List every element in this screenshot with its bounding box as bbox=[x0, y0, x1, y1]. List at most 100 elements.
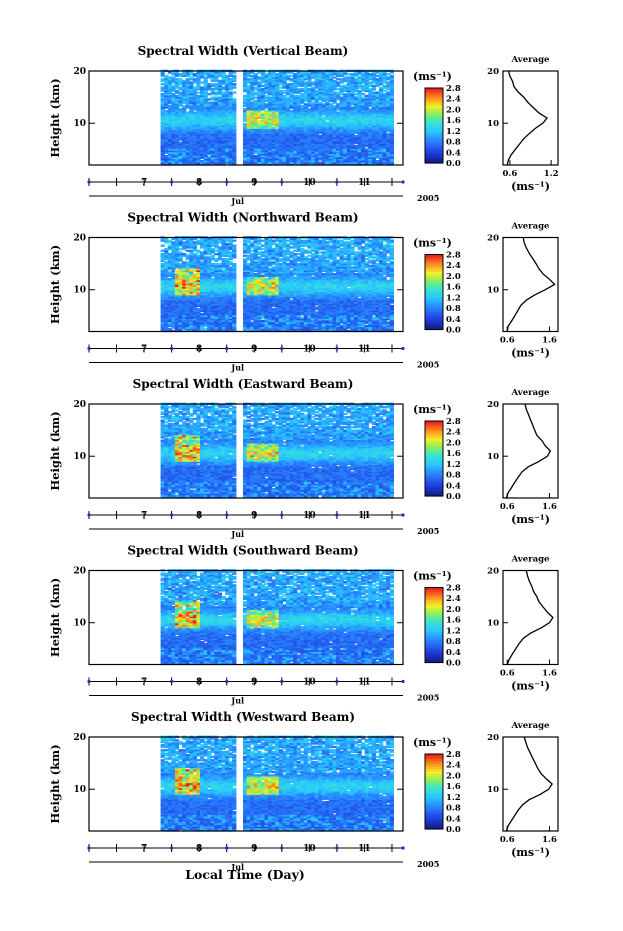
heatmap-cell bbox=[250, 151, 255, 154]
heatmap-cell bbox=[182, 94, 187, 98]
heatmap-cell bbox=[253, 103, 258, 106]
heatmap-cell bbox=[336, 148, 341, 151]
heatmap-cell bbox=[293, 134, 298, 138]
heatmap-cell bbox=[217, 81, 223, 84]
heatmap-cell bbox=[189, 123, 194, 126]
heatmap-cell bbox=[285, 146, 291, 149]
heatmap-cell bbox=[293, 84, 298, 88]
heatmap-cell bbox=[164, 96, 169, 99]
heatmap-cell bbox=[171, 144, 176, 148]
heatmap-cell bbox=[275, 134, 280, 138]
heatmap-cell bbox=[174, 116, 180, 119]
heatmap-cell bbox=[278, 144, 283, 148]
heatmap-cell bbox=[257, 146, 262, 149]
heatmap-cell bbox=[318, 86, 323, 89]
heatmap-cell bbox=[257, 84, 262, 88]
heatmap-cell bbox=[207, 73, 212, 76]
heatmap-cell bbox=[271, 146, 276, 149]
heatmap-cell bbox=[296, 116, 301, 119]
heatmap-cell bbox=[253, 148, 258, 151]
heatmap-cell bbox=[346, 73, 351, 76]
heatmap-cell bbox=[300, 106, 305, 109]
heatmap-cell bbox=[246, 160, 251, 163]
heatmap-cell bbox=[232, 98, 237, 101]
heatmap-cell bbox=[289, 94, 294, 98]
heatmap-cell bbox=[200, 71, 205, 74]
heatmap-cell bbox=[293, 131, 298, 134]
heatmap-cell bbox=[328, 129, 334, 133]
heatmap-cell bbox=[221, 141, 226, 144]
heatmap-cell bbox=[192, 150, 197, 153]
heatmap-cell bbox=[260, 73, 266, 76]
heatmap-cell bbox=[217, 150, 223, 153]
heatmap-cell bbox=[293, 106, 298, 109]
heatmap-cell bbox=[185, 136, 190, 139]
heatmap-cell bbox=[200, 106, 205, 109]
heatmap-cell bbox=[221, 146, 226, 149]
heatmap-cell bbox=[293, 104, 298, 108]
heatmap-cell bbox=[207, 136, 212, 139]
heatmap-cell bbox=[210, 93, 215, 96]
heatmap-cell bbox=[182, 155, 187, 158]
heatmap-cell bbox=[178, 78, 183, 81]
heatmap-cell bbox=[228, 158, 233, 161]
heatmap-cell bbox=[167, 153, 172, 156]
heatmap-cell bbox=[185, 81, 190, 84]
heatmap-cell bbox=[164, 134, 169, 138]
heatmap-cell bbox=[314, 111, 319, 114]
heatmap-cell bbox=[307, 133, 312, 136]
heatmap-cell bbox=[192, 91, 197, 94]
heatmap-cell bbox=[278, 158, 283, 161]
heatmap-cell bbox=[243, 133, 248, 136]
heatmap-cell bbox=[214, 153, 219, 156]
heatmap-cell bbox=[160, 79, 165, 83]
heatmap-cell bbox=[321, 155, 326, 158]
heatmap-cell bbox=[314, 73, 319, 76]
heatmap-cell bbox=[214, 84, 219, 88]
heatmap-cell bbox=[336, 138, 341, 141]
heatmap-cell bbox=[196, 143, 201, 146]
heatmap-cell bbox=[318, 114, 323, 118]
heatmap-cell bbox=[167, 94, 172, 98]
heatmap-cell bbox=[318, 128, 323, 131]
heatmap-cell bbox=[264, 139, 269, 143]
heatmap-cell bbox=[196, 148, 201, 151]
heatmap-cell bbox=[228, 111, 233, 114]
heatmap-cell bbox=[278, 101, 283, 104]
heatmap-cell bbox=[332, 121, 337, 124]
heatmap-cell bbox=[321, 103, 326, 106]
heatmap-cell bbox=[160, 253, 165, 256]
heatmap-cell bbox=[192, 126, 197, 129]
heatmap-cell bbox=[293, 73, 298, 76]
heatmap-cell bbox=[192, 253, 197, 256]
heatmap-cell bbox=[174, 78, 180, 81]
heatmap-cell bbox=[307, 71, 312, 74]
heatmap-cell bbox=[282, 131, 287, 134]
heatmap-cell bbox=[303, 143, 308, 146]
heatmap-cell bbox=[296, 141, 301, 144]
heatmap-cell bbox=[314, 99, 319, 103]
heatmap-cell bbox=[285, 101, 291, 104]
heatmap-cell bbox=[328, 119, 334, 123]
heatmap-cell bbox=[207, 118, 212, 121]
heatmap-cell bbox=[285, 91, 291, 94]
heatmap-cell bbox=[228, 138, 233, 141]
heatmap-cell bbox=[307, 160, 312, 163]
heatmap-cell bbox=[189, 153, 194, 156]
heatmap-cell bbox=[303, 84, 308, 88]
heatmap-cell bbox=[303, 109, 308, 113]
heatmap-cell bbox=[210, 129, 215, 133]
heatmap-cell bbox=[325, 116, 330, 119]
heatmap-cell bbox=[243, 78, 248, 81]
heatmap-cell bbox=[232, 141, 237, 144]
heatmap-cell bbox=[268, 98, 273, 101]
heatmap-cell bbox=[174, 146, 180, 149]
heatmap-cell bbox=[354, 144, 359, 148]
heatmap-cell bbox=[321, 71, 326, 74]
heatmap-cell bbox=[182, 91, 187, 94]
heatmap-cell bbox=[321, 118, 326, 121]
heatmap-cell bbox=[311, 150, 316, 153]
heatmap-cell bbox=[207, 141, 212, 144]
heatmap-cell bbox=[167, 119, 172, 123]
heatmap-cell bbox=[328, 106, 334, 109]
